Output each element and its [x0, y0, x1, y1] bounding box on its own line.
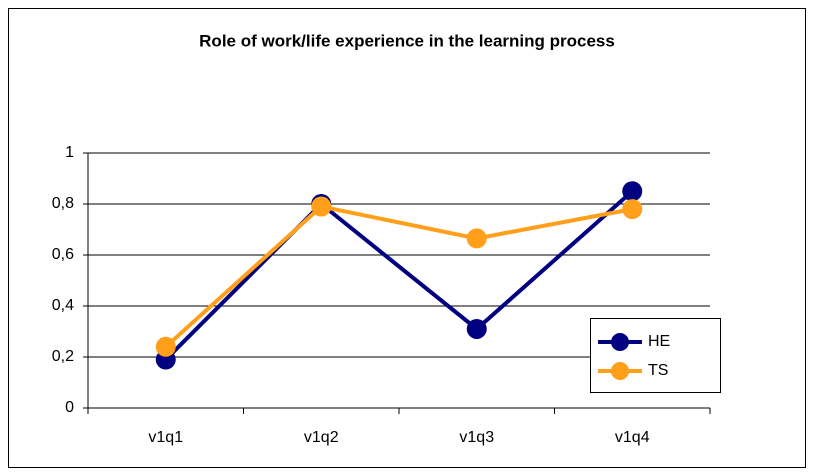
chart-title: Role of work/life experience in the lear…: [199, 31, 615, 50]
legend-swatch-marker: [611, 362, 629, 380]
x-tick-label: v1q2: [304, 429, 339, 446]
series-line: [164, 204, 633, 349]
legend-swatch-marker: [611, 333, 629, 351]
y-tick-label: 1: [65, 144, 74, 161]
y-tick-label: 0,8: [52, 195, 74, 212]
legend-label: HE: [648, 333, 670, 350]
y-tick-label: 0: [65, 399, 74, 416]
x-tick-label: v1q4: [615, 429, 650, 446]
y-tick-label: 0,4: [52, 297, 74, 314]
x-tick-label: v1q3: [459, 429, 494, 446]
chart-frame: [8, 8, 806, 468]
y-tick-label: 0,2: [52, 348, 74, 365]
x-tick-label: v1q1: [148, 429, 183, 446]
data-point: [466, 318, 487, 339]
data-point: [466, 228, 487, 249]
legend-box: [590, 318, 721, 393]
data-point: [622, 199, 643, 220]
data-point: [155, 336, 176, 357]
data-point: [311, 196, 332, 217]
y-tick-label: 0,6: [52, 246, 74, 263]
legend-label: TS: [648, 362, 668, 379]
series-line: [164, 189, 634, 361]
data-point: [622, 181, 643, 202]
